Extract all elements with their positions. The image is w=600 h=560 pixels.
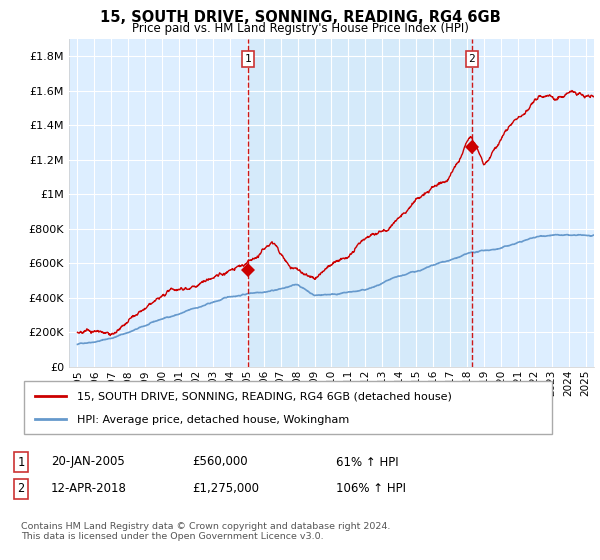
Text: 20-JAN-2005: 20-JAN-2005 xyxy=(51,455,125,469)
Text: 2: 2 xyxy=(469,54,475,64)
Text: 61% ↑ HPI: 61% ↑ HPI xyxy=(336,455,398,469)
Text: 12-APR-2018: 12-APR-2018 xyxy=(51,482,127,496)
Text: HPI: Average price, detached house, Wokingham: HPI: Average price, detached house, Woki… xyxy=(77,415,349,425)
Text: Price paid vs. HM Land Registry's House Price Index (HPI): Price paid vs. HM Land Registry's House … xyxy=(131,22,469,35)
Text: £1,275,000: £1,275,000 xyxy=(192,482,259,496)
Text: 15, SOUTH DRIVE, SONNING, READING, RG4 6GB (detached house): 15, SOUTH DRIVE, SONNING, READING, RG4 6… xyxy=(77,392,452,402)
FancyBboxPatch shape xyxy=(24,381,552,434)
Bar xyxy=(248,39,472,367)
Text: Contains HM Land Registry data © Crown copyright and database right 2024.
This d: Contains HM Land Registry data © Crown c… xyxy=(21,522,391,542)
Text: 2: 2 xyxy=(17,482,25,496)
Text: 106% ↑ HPI: 106% ↑ HPI xyxy=(336,482,406,496)
Text: £560,000: £560,000 xyxy=(192,455,248,469)
Text: 15, SOUTH DRIVE, SONNING, READING, RG4 6GB: 15, SOUTH DRIVE, SONNING, READING, RG4 6… xyxy=(100,10,500,25)
Text: 1: 1 xyxy=(244,54,251,64)
Text: 1: 1 xyxy=(17,455,25,469)
